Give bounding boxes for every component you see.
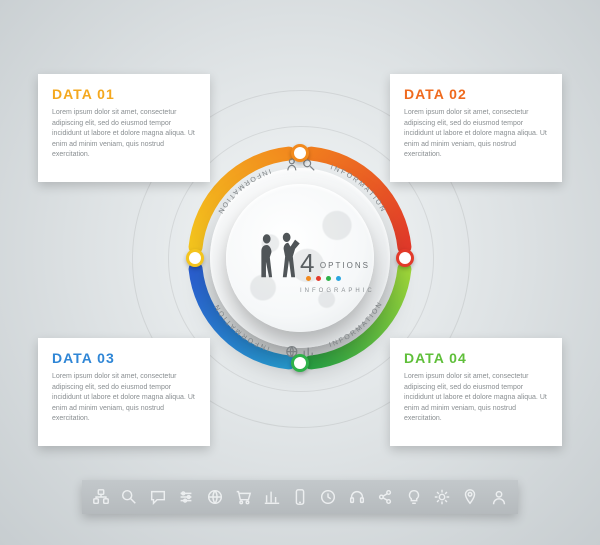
card-data-03: DATA 03 Lorem ipsum dolor sit amet, cons… [38,338,210,446]
share-icon [376,488,394,506]
ring-cap [291,144,309,162]
card-title: DATA 02 [404,86,548,102]
globe-icon [206,488,224,506]
gear-icon [433,488,451,506]
card-body: Lorem ipsum dolor sit amet, consectetur … [404,108,548,161]
card-body: Lorem ipsum dolor sit amet, consectetur … [404,372,548,425]
clock-icon [319,488,337,506]
settings-icon [177,488,195,506]
profile-icon [490,488,508,506]
card-body: Lorem ipsum dolor sit amet, consectetur … [52,372,196,425]
org-chart-icon [92,488,110,506]
card-title: DATA 03 [52,350,196,366]
ring-cap [396,249,414,267]
card-body: Lorem ipsum dolor sit amet, consectetur … [52,108,196,161]
svg-text:INFORMATION: INFORMATION [328,300,384,349]
phone-icon [291,488,309,506]
ring-cap [291,354,309,372]
infographic-stage: 4 OPTIONS INFOGRAPHIC INFORMATION INFORM… [0,0,600,545]
cart-icon [234,488,252,506]
icon-bar [82,480,518,514]
headset-icon [348,488,366,506]
card-data-04: DATA 04 Lorem ipsum dolor sit amet, cons… [390,338,562,446]
pin-icon [461,488,479,506]
arc-label-br: INFORMATION [186,144,414,372]
card-title: DATA 01 [52,86,196,102]
card-title: DATA 04 [404,350,548,366]
bulb-icon [405,488,423,506]
card-data-02: DATA 02 Lorem ipsum dolor sit amet, cons… [390,74,562,182]
chart-icon [263,488,281,506]
card-data-01: DATA 01 Lorem ipsum dolor sit amet, cons… [38,74,210,182]
ring-cap [186,249,204,267]
chat-icon [149,488,167,506]
search-icon [120,488,138,506]
